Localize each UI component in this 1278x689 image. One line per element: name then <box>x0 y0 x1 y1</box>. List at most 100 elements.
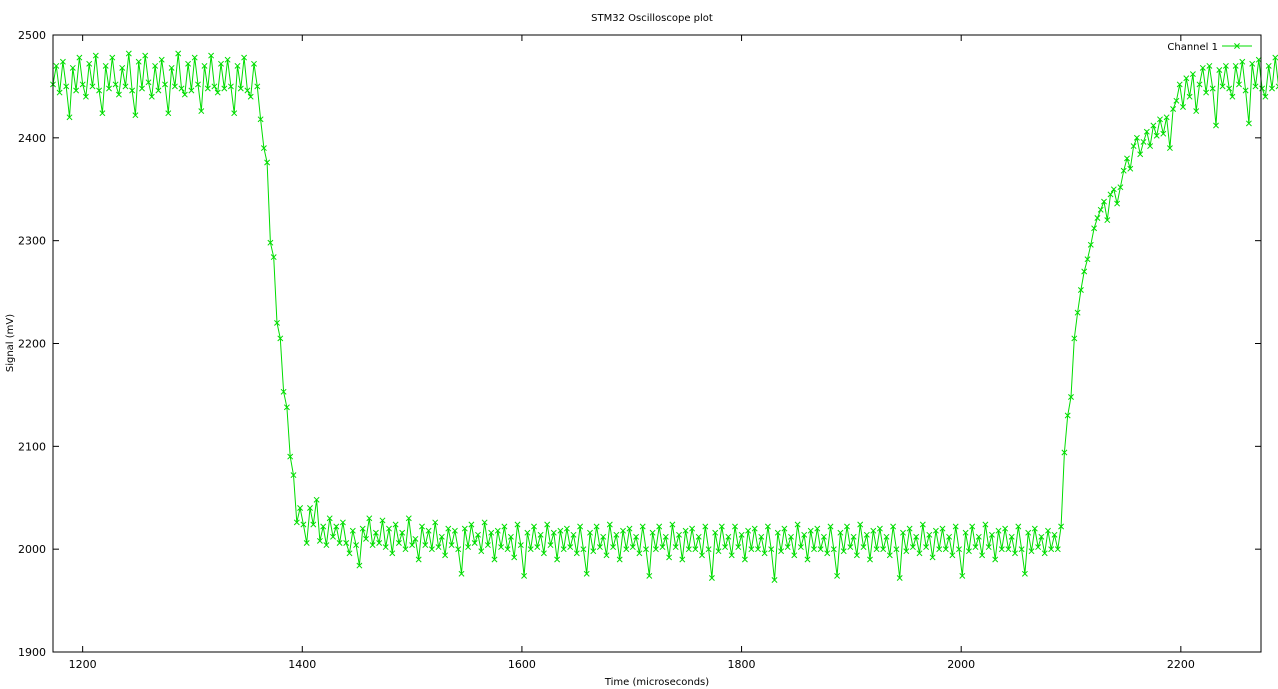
data-point-marker <box>804 556 811 563</box>
data-point-marker <box>643 546 649 553</box>
data-point-marker <box>524 529 531 536</box>
data-point-marker <box>257 116 264 123</box>
data-point-marker <box>379 517 386 524</box>
data-point-marker <box>1058 523 1065 530</box>
data-point-marker <box>1018 546 1025 553</box>
data-point-marker <box>876 525 883 532</box>
data-point-marker <box>330 533 336 540</box>
data-point-marker <box>481 519 488 526</box>
data-point-marker <box>218 60 224 67</box>
data-point-marker <box>92 52 99 59</box>
data-point-marker <box>932 527 939 534</box>
data-point-marker <box>1104 217 1111 224</box>
data-point-marker <box>260 145 267 152</box>
data-point-marker <box>705 546 712 553</box>
data-point-marker <box>636 550 643 557</box>
data-point-marker <box>814 525 821 532</box>
data-point-marker <box>741 556 748 563</box>
data-point-marker <box>1206 62 1213 69</box>
data-point-marker <box>735 544 742 551</box>
data-point-marker <box>1048 546 1055 553</box>
data-point-marker <box>794 521 801 528</box>
data-point-marker <box>1163 114 1170 121</box>
data-point-marker <box>570 531 577 538</box>
data-point-marker <box>356 562 363 569</box>
data-point-marker <box>402 546 409 553</box>
data-point-marker <box>534 544 541 551</box>
data-point-marker <box>1094 215 1101 221</box>
data-point-marker <box>290 472 297 479</box>
data-point-marker <box>244 87 251 94</box>
data-point-marker <box>175 50 182 57</box>
data-point-marker <box>537 531 544 538</box>
data-point-marker <box>1064 412 1071 419</box>
data-point-marker <box>1114 200 1121 207</box>
data-point-marker <box>274 319 280 326</box>
data-point-marker <box>316 537 323 544</box>
data-point-marker <box>1245 120 1252 127</box>
data-point-marker <box>988 531 995 538</box>
data-point-marker <box>1015 523 1022 530</box>
data-point-marker <box>445 525 452 532</box>
data-point-marker <box>1045 527 1051 534</box>
data-point-marker <box>1170 106 1177 112</box>
data-point-marker <box>514 521 521 528</box>
data-point-marker <box>801 531 808 538</box>
data-point-marker <box>1196 81 1203 88</box>
data-point-marker <box>86 60 93 67</box>
data-point-marker <box>511 554 518 561</box>
data-point-marker <box>382 544 389 551</box>
data-point-marker <box>297 505 304 511</box>
data-point-marker <box>178 85 185 92</box>
legend: Channel 1 <box>1167 42 1252 53</box>
data-point-marker <box>66 114 73 121</box>
data-point-marker <box>270 254 277 261</box>
data-point-marker <box>122 83 129 90</box>
data-point-marker <box>587 529 593 536</box>
data-point-marker <box>623 546 630 553</box>
data-point-marker <box>211 83 218 90</box>
x-tick-label: 2000 <box>947 658 975 671</box>
data-point-marker <box>484 542 491 549</box>
data-point-marker <box>349 527 356 534</box>
data-point-marker <box>109 54 116 61</box>
data-point-marker <box>1166 145 1173 152</box>
data-point-marker <box>659 544 666 551</box>
data-point-marker <box>392 521 399 528</box>
data-point-marker <box>491 556 498 563</box>
data-point-marker <box>1130 143 1137 150</box>
data-point-marker <box>811 546 817 553</box>
data-point-marker <box>573 550 580 557</box>
data-point-marker <box>972 544 979 551</box>
data-point-marker <box>722 544 729 551</box>
data-point-marker <box>903 548 910 555</box>
data-point-marker <box>629 544 636 551</box>
data-point-marker <box>353 542 360 549</box>
data-point-marker <box>1272 54 1278 61</box>
data-point-marker <box>847 544 854 551</box>
data-point-marker <box>949 552 956 559</box>
data-point-marker <box>725 533 732 540</box>
data-point-marker <box>728 552 735 559</box>
data-point-marker <box>738 531 745 538</box>
data-point-marker <box>778 548 785 555</box>
data-point-marker <box>755 546 761 553</box>
data-point-marker <box>1150 122 1157 129</box>
data-point-marker <box>1110 186 1117 193</box>
data-point-marker <box>600 533 607 540</box>
data-point-marker <box>425 527 432 534</box>
data-point-marker <box>1038 533 1045 540</box>
data-point-marker <box>231 110 238 117</box>
data-point-marker <box>1127 165 1134 172</box>
data-point-marker <box>1242 87 1249 94</box>
data-point-marker <box>438 533 445 540</box>
data-point-marker <box>1025 529 1032 536</box>
data-point-marker <box>264 159 271 166</box>
data-point-marker <box>1028 548 1035 555</box>
data-point-marker <box>712 529 719 536</box>
data-point-marker <box>99 110 106 117</box>
data-point-marker <box>748 546 755 553</box>
data-point-marker <box>395 540 402 546</box>
data-point-marker <box>1183 75 1190 82</box>
